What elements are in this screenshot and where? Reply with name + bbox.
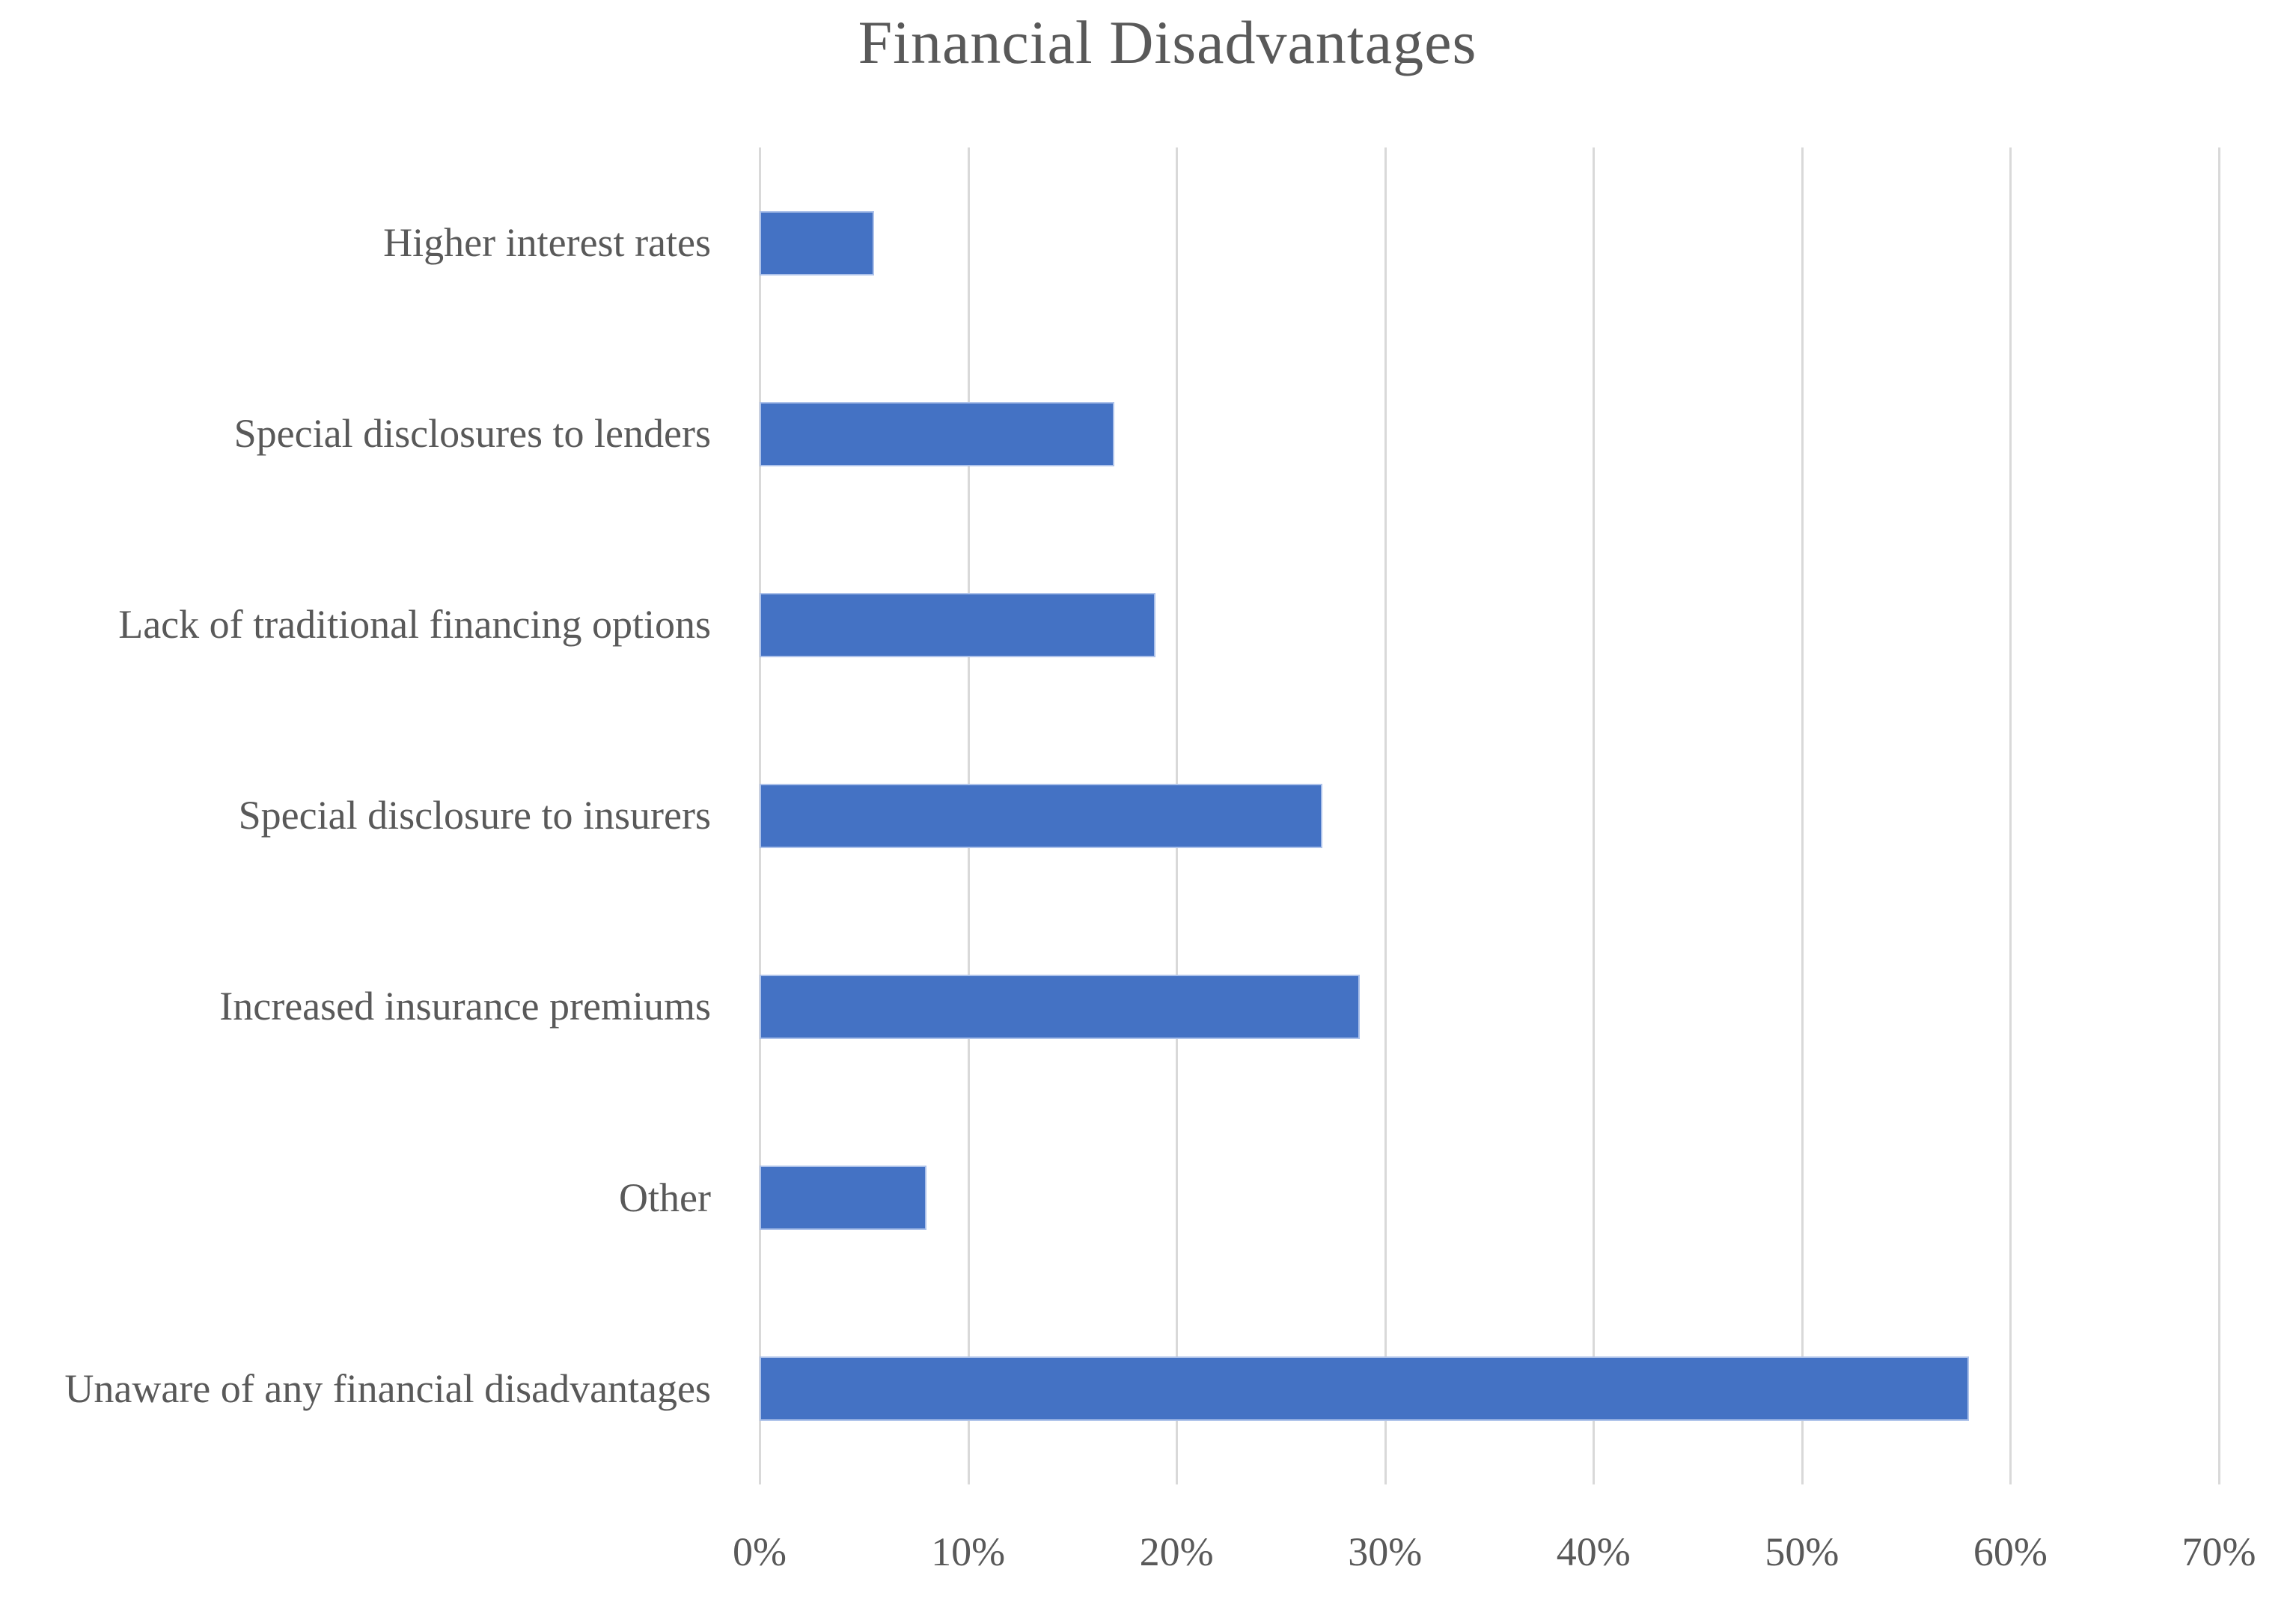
category-label: Unaware of any financial disadvantages: [64, 1365, 711, 1411]
category-label: Special disclosure to insurers: [238, 793, 711, 838]
category-label: Special disclosures to lenders: [233, 411, 711, 457]
x-axis-tick-label: 10%: [931, 1529, 1006, 1574]
bar: [760, 975, 1361, 1040]
bar: [760, 784, 1323, 848]
x-axis-tick-label: 70%: [2181, 1529, 2256, 1574]
gridline: [1384, 147, 1387, 1484]
x-axis-tick-label: 0%: [733, 1529, 787, 1574]
plot-area: [759, 147, 2220, 1484]
gridline: [2218, 147, 2220, 1484]
x-axis-tick-label: 20%: [1139, 1529, 1214, 1574]
gridline: [1801, 147, 1804, 1484]
category-label: Other: [619, 1175, 711, 1220]
x-axis-tick-label: 60%: [1973, 1529, 2048, 1574]
category-label: Increased insurance premiums: [219, 984, 711, 1029]
x-axis-tick-label: 40%: [1556, 1529, 1631, 1574]
category-label: Lack of traditional financing options: [118, 602, 711, 648]
category-label: Higher interest rates: [383, 219, 711, 265]
chart-title: Financial Disadvantages: [858, 8, 1477, 76]
gridline: [1593, 147, 1596, 1484]
bar: [760, 401, 1114, 466]
bar: [760, 1356, 1969, 1422]
bar: [760, 592, 1156, 657]
bar: [760, 210, 875, 275]
x-axis-tick-label: 50%: [1765, 1529, 1839, 1574]
x-axis-tick-label: 30%: [1348, 1529, 1423, 1574]
gridline: [2009, 147, 2012, 1484]
bar: [760, 1166, 926, 1231]
